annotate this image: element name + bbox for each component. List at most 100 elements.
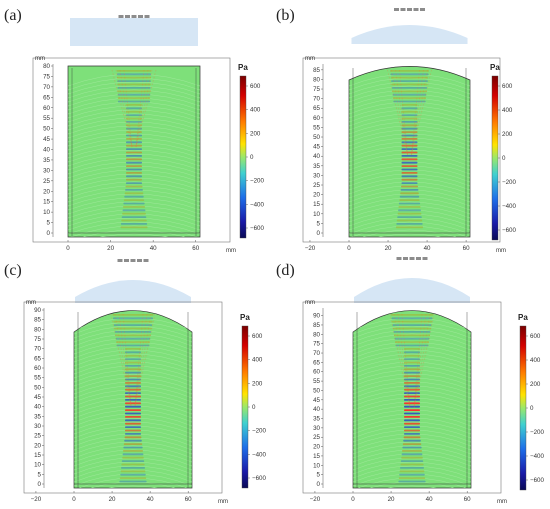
y-tick-label: 50: [313, 387, 320, 394]
transducer-element: [124, 259, 129, 262]
plot-frame: [302, 57, 501, 243]
colorbar-tick-label: −600: [250, 225, 264, 232]
colorbar-gradient: [491, 75, 499, 241]
y-tick-label: 0: [317, 230, 321, 237]
colorbar-tick-label: 0: [250, 154, 254, 161]
colorbar-tick-label: −200: [502, 179, 516, 186]
plot-frame: [302, 301, 502, 494]
colorbar: Pa 600 400 200 0 −200 −400 −600: [490, 63, 516, 241]
colorbar-tick-label: 200: [250, 130, 261, 137]
colorbar-tick-label: 200: [502, 131, 513, 138]
pressure-field: [67, 65, 201, 238]
y-tick-label: 5: [317, 220, 321, 227]
y-tick-label: 15: [34, 452, 41, 459]
pressure-field: [352, 310, 472, 489]
colorbar-tick-label: 400: [250, 107, 261, 114]
panel-d: (d) 0 5 10 15 20 25 30 35 40 45 50 55 60 65 70 75 80 85 90 m…: [276, 257, 544, 505]
pressure-field: [348, 66, 471, 238]
x-tick-label: 60: [464, 496, 471, 503]
colorbar: Pa 600 400 200 0 −200 −400 −600: [240, 313, 266, 489]
x-tick-label: 20: [388, 496, 395, 503]
panel-label: (c): [4, 262, 22, 279]
y-tick-label: 50: [43, 126, 50, 133]
y-tick-label: 80: [313, 76, 320, 83]
y-tick-label: 65: [313, 359, 320, 366]
transducer-element: [117, 259, 123, 262]
y-tick-label: 40: [43, 147, 50, 154]
transducer-element: [143, 259, 149, 262]
x-tick-label: 0: [351, 496, 355, 503]
y-tick-label: 75: [43, 73, 50, 80]
lens-schematic: [354, 257, 470, 303]
y-tick-label: 30: [43, 167, 50, 174]
x-tick-label: 60: [463, 245, 470, 252]
y-tick-label: 0: [317, 481, 321, 488]
colorbar-tick-label: −200: [250, 178, 264, 185]
plot-frame: [23, 301, 223, 494]
transducer-element: [125, 15, 130, 18]
y-tick-label: 10: [43, 209, 50, 216]
panel-label: (b): [276, 7, 295, 24]
colorbar-title: Pa: [490, 63, 500, 72]
x-tick-label: 0: [347, 245, 351, 252]
transducer-element: [422, 257, 428, 260]
y-tick-label: 30: [34, 423, 41, 430]
y-tick-label: 35: [313, 416, 320, 423]
x-tick-label: −20: [31, 496, 42, 503]
y-tick-label: 50: [34, 384, 41, 391]
y-tick-label: 25: [313, 434, 320, 441]
x-tick-label: 60: [185, 496, 192, 503]
x-tick-label: 40: [150, 245, 157, 252]
colorbar-gradient: [519, 325, 527, 491]
colorbar-tick-label: 0: [530, 405, 534, 412]
colorbar-tick-label: 600: [502, 83, 513, 90]
transducer-element: [394, 8, 399, 11]
x-tick-label: 0: [66, 245, 70, 252]
y-tick-label: 20: [313, 444, 320, 451]
y-tick-label: 10: [34, 462, 41, 469]
panel-c: (c)051015202530354045505560657075808590m…: [4, 259, 266, 505]
y-axis-unit: mm: [26, 300, 36, 306]
colorbar-gradient: [241, 325, 249, 489]
y-tick-label: 85: [313, 322, 320, 329]
y-tick-label: 90: [313, 313, 320, 320]
y-tick-label: 0: [38, 481, 42, 488]
colorbar-tick-label: −200: [252, 428, 266, 435]
pressure-field: [73, 310, 193, 489]
colorbar-tick-label: 400: [530, 357, 541, 364]
transducer-element: [138, 15, 143, 18]
y-tick-label: 65: [34, 355, 41, 362]
transducer-element: [396, 257, 402, 260]
colorbar-gradient: [239, 75, 247, 239]
y-tick-label: 15: [313, 453, 320, 460]
y-axis-unit: mm: [35, 56, 45, 62]
transducer-element: [420, 8, 425, 11]
y-tick-label: 40: [313, 406, 320, 413]
transducer-element: [130, 259, 136, 262]
y-axis-unit: mm: [305, 56, 315, 62]
colorbar-tick-label: 600: [530, 333, 541, 340]
transducer-element: [407, 8, 412, 11]
transducer-element: [131, 15, 137, 18]
y-tick-label: 45: [313, 397, 320, 404]
x-tick-label: 0: [72, 496, 76, 503]
colorbar-tick-label: −600: [252, 475, 266, 482]
transducer-element: [403, 257, 408, 260]
lens-schematic: [75, 259, 191, 303]
y-tick-label: 80: [313, 331, 320, 338]
colorbar-tick-label: 600: [250, 83, 261, 90]
y-tick-label: 80: [43, 63, 50, 70]
y-tick-label: 45: [43, 136, 50, 143]
x-tick-label: 20: [385, 245, 392, 252]
colorbar-tick-label: 600: [252, 333, 263, 340]
y-tick-label: 65: [313, 105, 320, 112]
transducer-element: [137, 259, 142, 262]
y-tick-label: 10: [313, 211, 320, 218]
y-tick-label: 25: [43, 178, 50, 185]
y-tick-label: 20: [313, 192, 320, 199]
y-tick-label: 70: [34, 346, 41, 353]
x-tick-label: −20: [310, 496, 321, 503]
y-tick-label: 80: [34, 326, 41, 333]
